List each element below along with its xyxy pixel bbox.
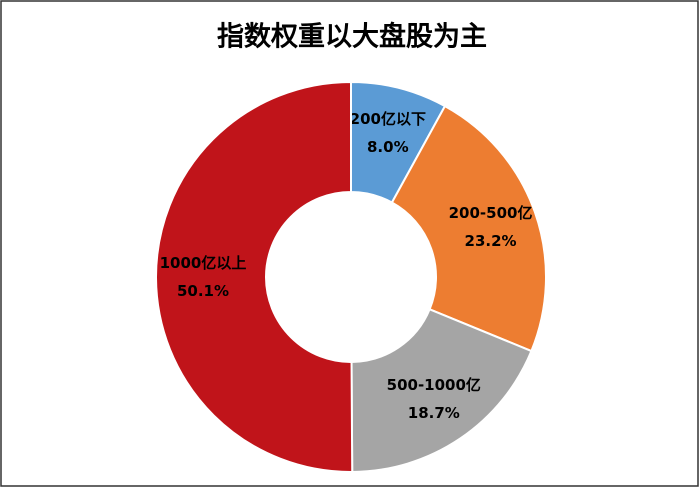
slice-value-label: 18.7% (408, 404, 460, 422)
slice-value-label: 23.2% (465, 232, 517, 250)
slice-value-label: 8.0% (367, 138, 409, 156)
donut-slice (390, 104, 547, 353)
slice-category-label: 500-1000亿 (387, 376, 481, 394)
slice-value-label: 50.1% (177, 282, 229, 300)
chart-title: 指数权重以大盘股为主 (217, 21, 487, 53)
slice-category-label: 200-500亿 (449, 204, 533, 222)
slice-category-label: 200亿以下 (350, 110, 426, 128)
donut-slice (155, 80, 354, 473)
donut-slice (350, 307, 533, 474)
slice-category-label: 1000亿以上 (160, 254, 247, 272)
